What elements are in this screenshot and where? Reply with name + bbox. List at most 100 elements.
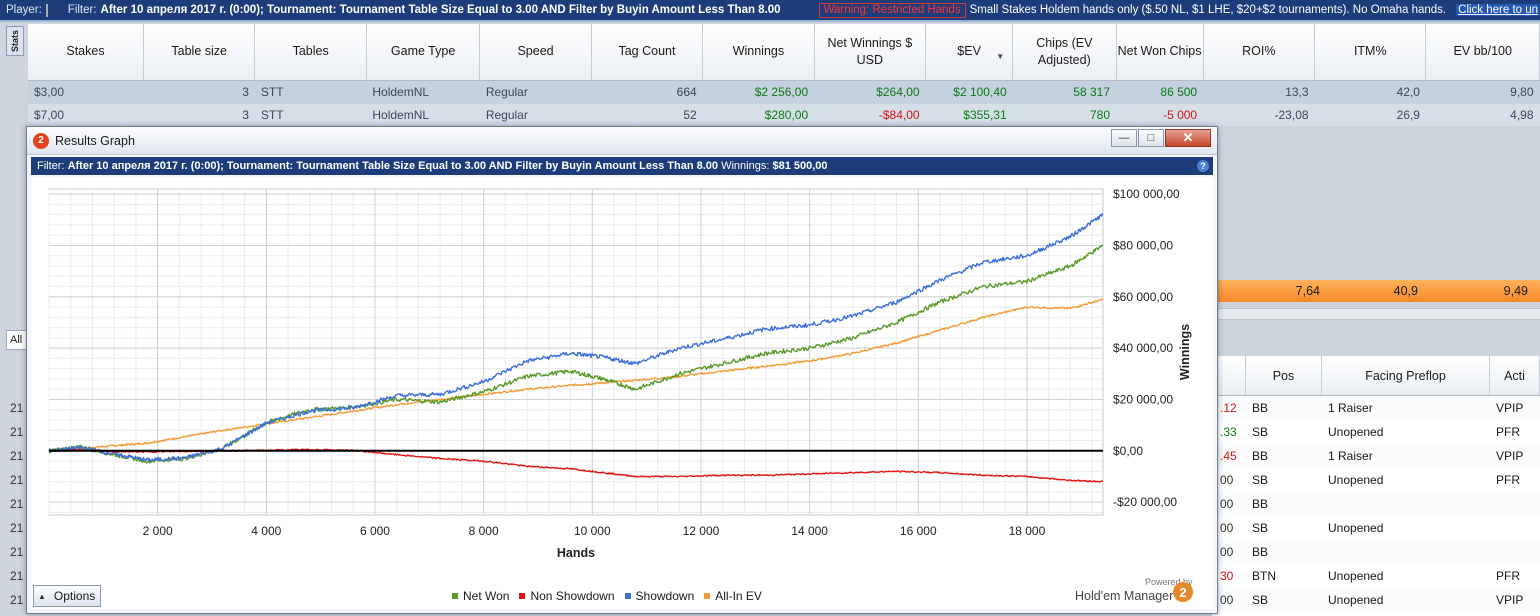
column-header-7[interactable]: Net Winnings $ USD bbox=[814, 24, 927, 81]
y-tick-label: $100 000,00 bbox=[1113, 187, 1180, 201]
filter-text[interactable]: After 10 апреля 2017 г. (0:00); Tourname… bbox=[100, 4, 781, 16]
column-header-12[interactable]: ITM% bbox=[1314, 24, 1427, 81]
series-line bbox=[48, 213, 1104, 463]
y-tick-label: $40 000,00 bbox=[1113, 341, 1173, 355]
legend-item[interactable]: All-In EV bbox=[704, 589, 762, 603]
column-header-5[interactable]: Tag Count bbox=[591, 24, 704, 81]
sort-desc-icon: ▼ bbox=[996, 52, 1005, 61]
brand-name: Hold'em Manager bbox=[1075, 589, 1174, 603]
hand-cell: BB bbox=[1252, 401, 1269, 415]
x-tick-label: 10 000 bbox=[574, 524, 611, 538]
column-header-6[interactable]: Winnings bbox=[702, 24, 815, 81]
help-icon[interactable]: ? bbox=[1197, 160, 1209, 172]
hand-row[interactable]: 00 BB bbox=[1212, 540, 1540, 564]
hand-row[interactable]: 00 SB Unopened bbox=[1212, 516, 1540, 540]
powered-by-badge: Powered by Hold'em Manager 2 bbox=[1073, 577, 1213, 611]
hand-cell bbox=[1490, 516, 1540, 540]
y-axis-label: Winnings bbox=[1178, 324, 1192, 380]
hand-cell: 1 Raiser bbox=[1328, 401, 1373, 415]
column-header-11[interactable]: ROI% bbox=[1203, 24, 1316, 81]
stats-cell: Regular bbox=[479, 103, 592, 126]
hand-cell: .12 bbox=[1220, 401, 1237, 415]
column-header-10[interactable]: Net Won Chips bbox=[1116, 24, 1204, 81]
splitter[interactable] bbox=[1212, 308, 1540, 320]
hand-row[interactable]: 00 BB bbox=[1212, 492, 1540, 516]
hand-cell: BB bbox=[1252, 545, 1269, 559]
hand-cell: BB bbox=[1252, 449, 1269, 463]
hand-cell: PFR bbox=[1496, 425, 1520, 439]
hand-row[interactable]: .12 BB 1 Raiser VPIP bbox=[1212, 396, 1540, 420]
hand-id-stub: 21 bbox=[10, 497, 24, 511]
hand-row[interactable]: 00 SB Unopened VPIP bbox=[1212, 588, 1540, 612]
hand-cell: 00 bbox=[1220, 473, 1234, 487]
hand-id-stub: 21 bbox=[10, 545, 24, 559]
window-title-bar[interactable]: 2 Results Graph — □ ✕ bbox=[27, 127, 1217, 155]
legend-swatch bbox=[624, 593, 631, 599]
hand-cell: Unopened bbox=[1328, 569, 1384, 583]
stats-side-tab[interactable]: Stats bbox=[6, 26, 24, 56]
stats-cell: -$84,00 bbox=[814, 103, 926, 126]
stats-row[interactable]: $3,00 3 STT HoldemNL Regular 664 $2 256,00 $264… bbox=[28, 80, 1540, 104]
legend-swatch bbox=[519, 593, 526, 599]
stats-row[interactable]: $7,00 3 STT HoldemNL Regular 52 $280,00 -$84,00… bbox=[28, 103, 1540, 126]
player-label: Player: bbox=[6, 4, 42, 16]
hands-header-row: Pos Facing Preflop Acti bbox=[1212, 356, 1540, 396]
column-header-8[interactable]: $EV ▼ bbox=[925, 24, 1014, 81]
hand-id-stub: 21 bbox=[10, 425, 24, 439]
stats-grid: Stakes Table size Tables Game Type Speed Tag … bbox=[28, 24, 1540, 126]
legend-item[interactable]: Showdown bbox=[624, 589, 694, 603]
minimize-icon[interactable]: — bbox=[1111, 129, 1137, 147]
stats-cell: 3 bbox=[143, 80, 255, 104]
options-button[interactable]: ▲ Options bbox=[33, 585, 101, 607]
hand-cell: Unopened bbox=[1328, 425, 1384, 439]
column-header-4[interactable]: Speed bbox=[479, 24, 592, 81]
hands-column-header-1[interactable]: Pos bbox=[1246, 356, 1322, 395]
maximize-icon[interactable]: □ bbox=[1138, 129, 1164, 147]
hand-cell: 1 Raiser bbox=[1328, 449, 1373, 463]
player-input[interactable] bbox=[45, 3, 48, 17]
legend-item[interactable]: Non Showdown bbox=[519, 589, 615, 603]
window-title: Results Graph bbox=[55, 133, 135, 148]
hand-filter-select[interactable]: All bbox=[6, 330, 28, 350]
column-header-13[interactable]: EV bb/100 bbox=[1425, 24, 1540, 81]
summary-ev-bb: 9,49 bbox=[1503, 284, 1528, 298]
column-header-0[interactable]: Stakes bbox=[28, 24, 144, 81]
hand-cell bbox=[1490, 540, 1540, 564]
x-tick-label: 14 000 bbox=[791, 524, 828, 538]
hand-row[interactable]: .33 SB Unopened PFR bbox=[1212, 420, 1540, 444]
stats-cell: 9,80 bbox=[1425, 80, 1540, 104]
column-header-1[interactable]: Table size bbox=[143, 24, 256, 81]
hand-row[interactable]: .45 BB 1 Raiser VPIP bbox=[1212, 444, 1540, 468]
unlock-link[interactable]: Click here to un bbox=[1456, 4, 1540, 16]
legend-label: All-In EV bbox=[715, 589, 762, 603]
hand-id-column: 21 21 21 21 21 21 21 21 21 bbox=[0, 396, 26, 612]
column-header-9[interactable]: Chips (EV Adjusted) bbox=[1012, 24, 1117, 81]
summary-roi: 7,64 bbox=[1295, 284, 1320, 298]
hand-cell: SB bbox=[1252, 473, 1269, 487]
hand-cell: 00 bbox=[1220, 497, 1234, 511]
hands-column-header-3[interactable]: Acti bbox=[1490, 356, 1540, 395]
stats-cell: $2 100,40 bbox=[925, 80, 1013, 104]
hands-column-header-0[interactable] bbox=[1212, 356, 1246, 395]
hand-cell: SB bbox=[1252, 593, 1269, 607]
stats-cell: $7,00 bbox=[28, 103, 144, 126]
stats-table: Stakes Table size Tables Game Type Speed Tag … bbox=[28, 24, 1540, 126]
close-icon[interactable]: ✕ bbox=[1165, 129, 1211, 147]
legend-item[interactable]: Net Won bbox=[452, 589, 509, 603]
graph-winnings-value: $81 500,00 bbox=[772, 160, 828, 172]
graph-filter-text: After 10 апреля 2017 г. (0:00); Tourname… bbox=[67, 160, 719, 172]
hand-row[interactable]: 00 SB Unopened PFR bbox=[1212, 468, 1540, 492]
hand-cell: Unopened bbox=[1328, 521, 1384, 535]
hands-column-header-2[interactable]: Facing Preflop bbox=[1322, 356, 1490, 395]
hand-row[interactable]: 30 BTN Unopened PFR bbox=[1212, 564, 1540, 588]
stats-cell: 664 bbox=[591, 80, 703, 104]
column-header-3[interactable]: Game Type bbox=[366, 24, 481, 81]
hand-cell: 00 bbox=[1220, 545, 1234, 559]
options-label: Options bbox=[53, 589, 96, 603]
chart-panel: 2 000 4 000 6 000 8 000 10 000 12 000 14 000 16… bbox=[31, 177, 1213, 609]
column-header-2[interactable]: Tables bbox=[254, 24, 367, 81]
hand-cell bbox=[1490, 492, 1540, 516]
hand-cell: BTN bbox=[1252, 569, 1276, 583]
summary-total-row: 7,64 40,9 9,49 bbox=[1212, 280, 1540, 302]
filter-bar: Player: Filter: After 10 апреля 2017 г. … bbox=[0, 0, 1540, 22]
